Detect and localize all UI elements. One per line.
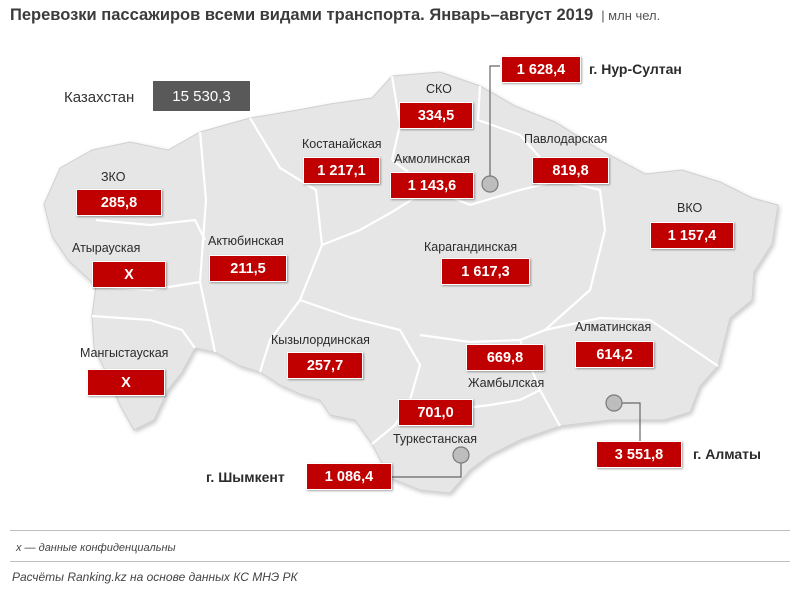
confidential-note: x — данные конфиденциальны	[16, 542, 176, 554]
footer-divider-top	[10, 530, 790, 531]
region-label-akmola: Акмолинская	[394, 152, 470, 166]
city-markers	[452, 175, 623, 464]
region-value-almaty-region: 614,2	[575, 341, 654, 368]
region-value-sko: 334,5	[399, 102, 473, 129]
region-value-turkestan: 701,0	[398, 399, 473, 426]
region-value-kyzylorda: 257,7	[287, 352, 363, 379]
region-value-akmola: 1 143,6	[390, 172, 474, 199]
region-value-zko: 285,8	[76, 189, 162, 216]
almaty-marker	[605, 394, 623, 412]
region-label-vko: ВКО	[677, 201, 703, 215]
city-value-almaty: 3 551,8	[596, 441, 682, 468]
region-label-turkestan: Туркестанская	[393, 432, 477, 446]
region-value-kostanay: 1 217,1	[303, 157, 380, 184]
total-value: 15 530,3	[153, 81, 250, 111]
region-label-mangystau: Мангыстауская	[80, 346, 169, 360]
city-value-nursultan: 1 628,4	[501, 56, 581, 83]
region-label-almaty-region: Алматинская	[575, 320, 652, 334]
region-value-karaganda: 1 617,3	[441, 258, 530, 285]
region-value-mangystau: X	[87, 369, 165, 396]
region-value-aktobe: 211,5	[209, 255, 287, 282]
city-value-shymkent: 1 086,4	[306, 463, 392, 490]
region-value-pavlodar: 819,8	[532, 157, 609, 184]
unit-label: | млн чел.	[601, 8, 661, 23]
region-value-atyrau: X	[92, 261, 166, 288]
region-label-sko: СКО	[426, 82, 452, 96]
chart-title: Перевозки пассажиров всеми видами трансп…	[10, 6, 661, 24]
region-label-pavlodar: Павлодарская	[524, 132, 608, 146]
region-value-zhambyl: 669,8	[466, 344, 544, 371]
source-note: Расчёты Ranking.kz на основе данных КС М…	[12, 570, 298, 584]
nursultan-marker	[481, 175, 499, 193]
region-value-vko: 1 157,4	[650, 222, 734, 249]
region-label-atyrau: Атырауская	[72, 241, 141, 255]
region-label-kostanay: Костанайская	[302, 137, 382, 151]
shymkent-marker	[452, 446, 470, 464]
total-label: Казахстан	[64, 89, 135, 106]
region-label-aktobe: Актюбинская	[208, 234, 284, 248]
region-label-karaganda: Карагандинская	[424, 240, 518, 254]
region-label-zko: ЗКО	[101, 170, 126, 184]
city-label-almaty: г. Алматы	[693, 446, 761, 462]
city-label-nursultan: г. Нур-Султан	[589, 61, 682, 77]
region-label-kyzylorda: Кызылординская	[271, 333, 370, 347]
city-label-shymkent: г. Шымкент	[206, 469, 285, 485]
footer-divider-bottom	[10, 561, 790, 562]
region-label-zhambyl: Жамбылская	[468, 376, 545, 390]
